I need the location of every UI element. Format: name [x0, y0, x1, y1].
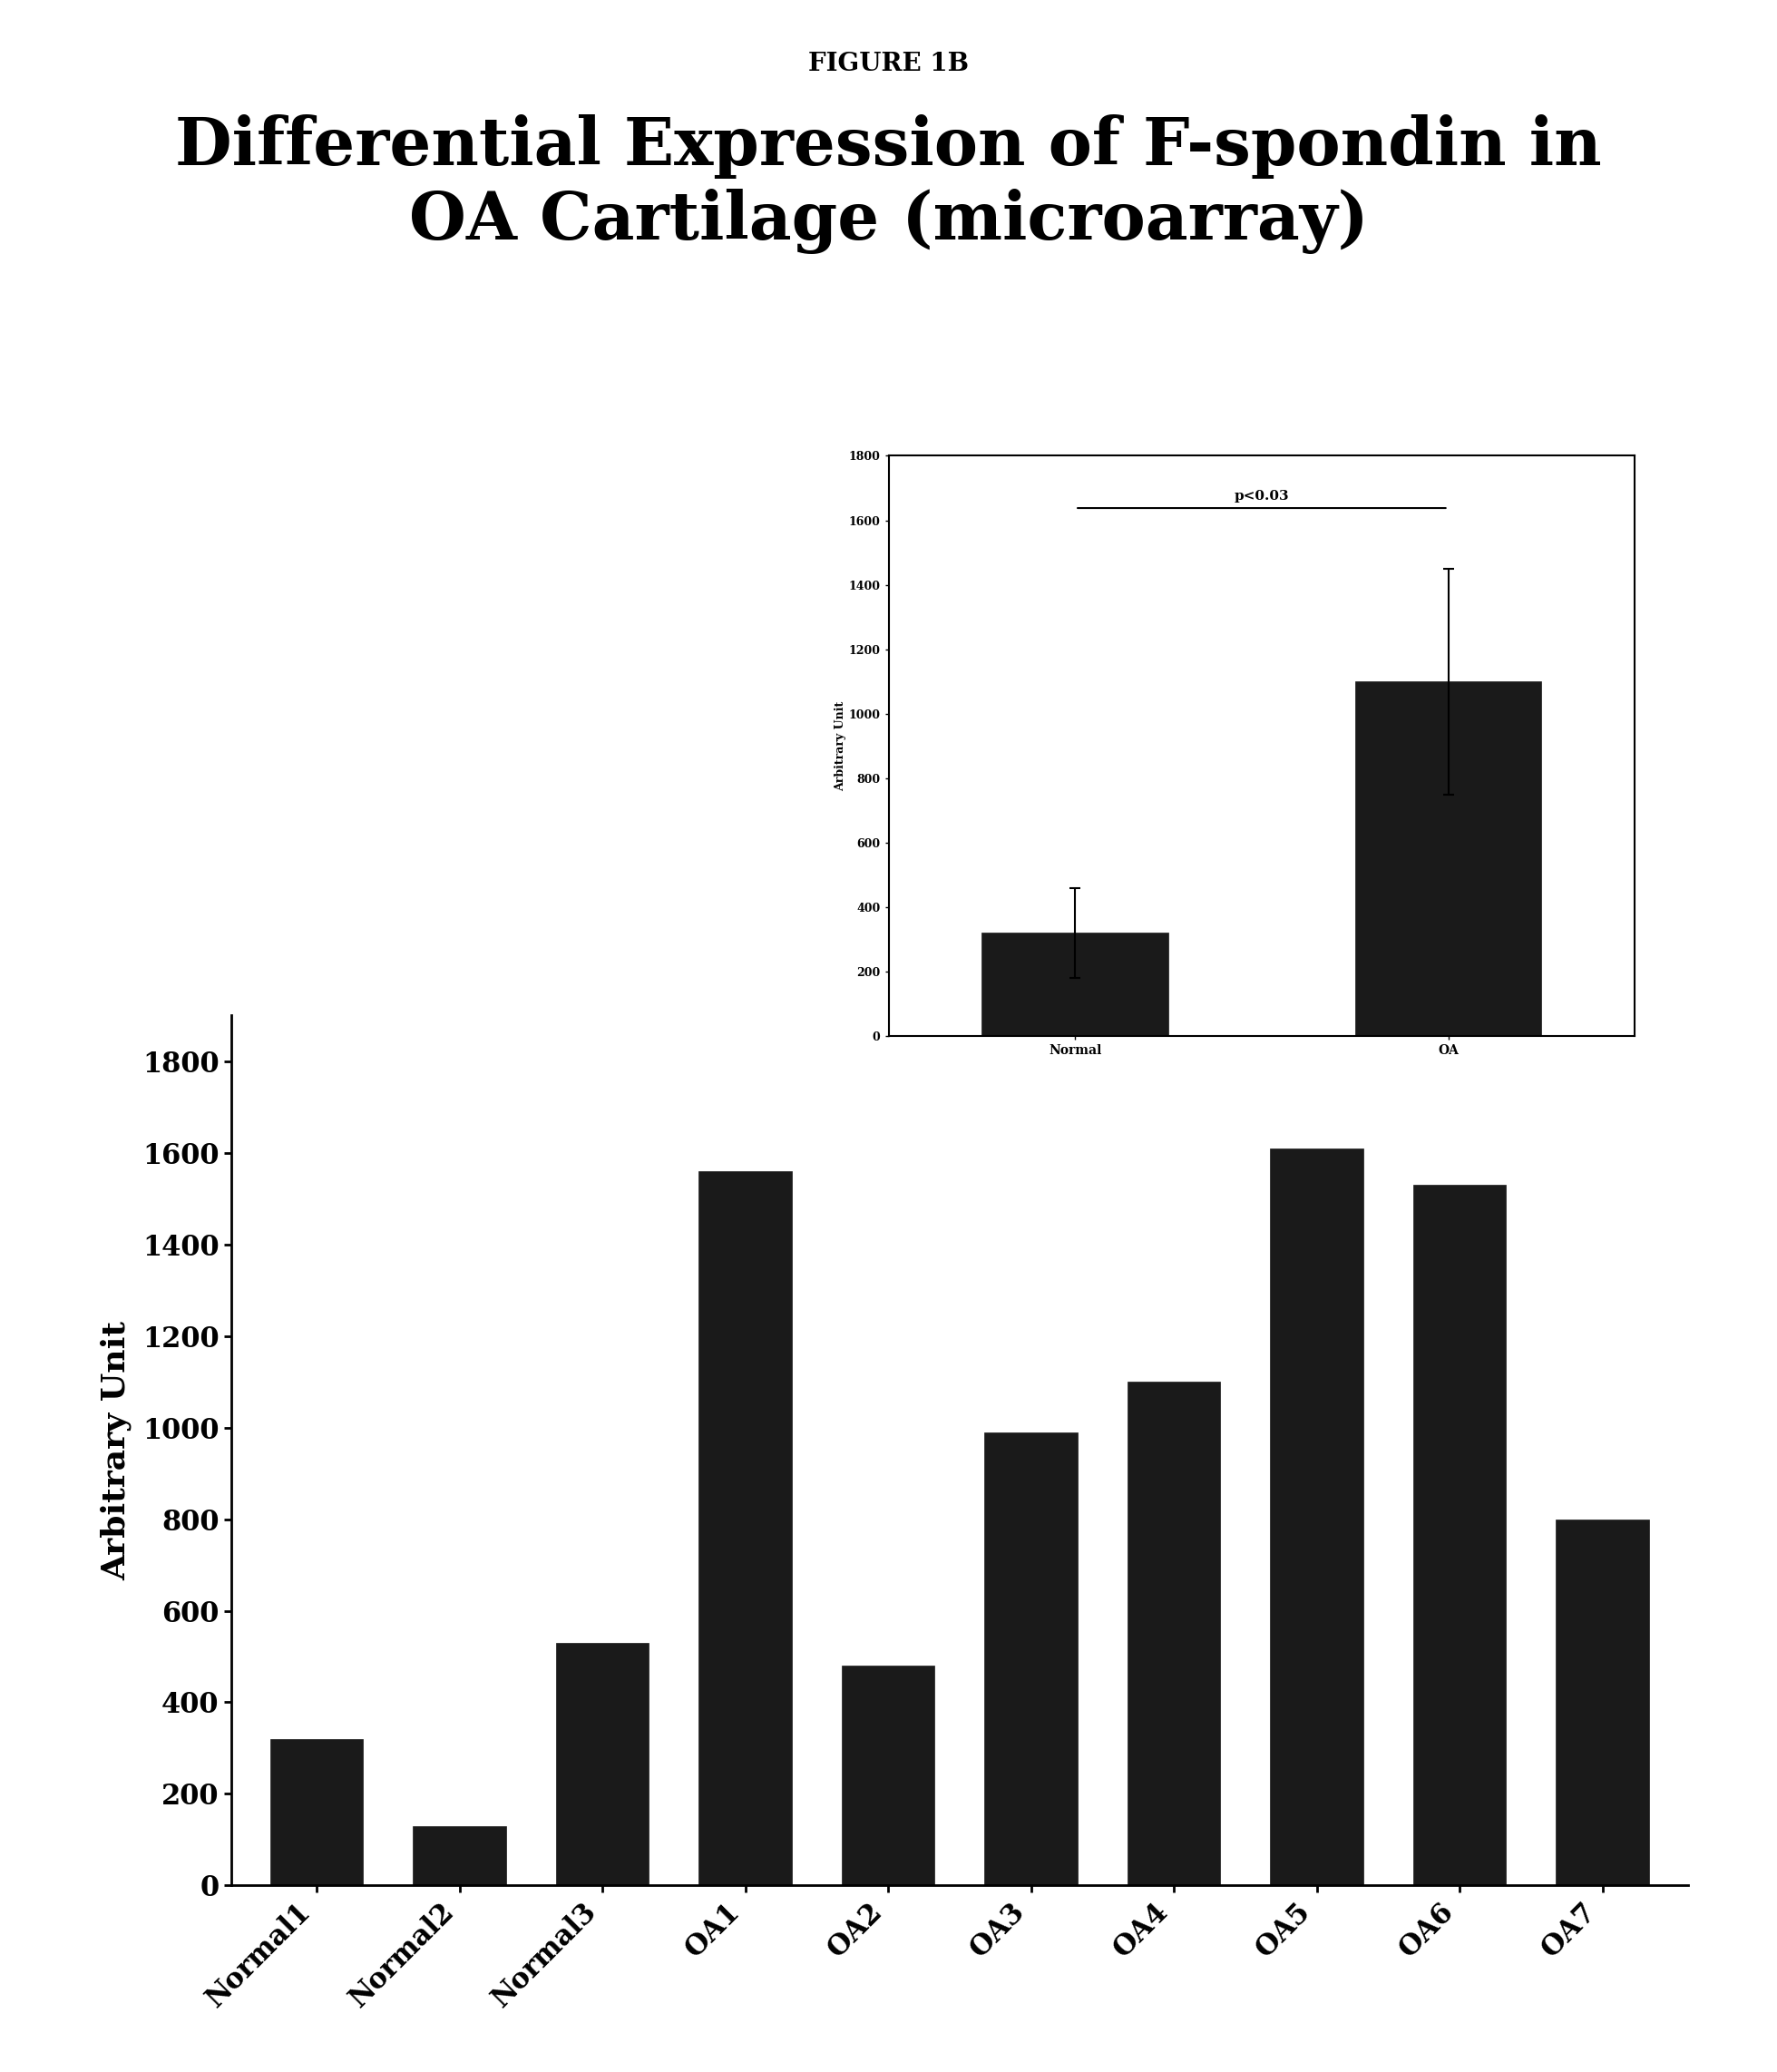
Text: FIGURE 1B: FIGURE 1B [809, 52, 968, 77]
Text: Differential Expression of F-spondin in
OA Cartilage (microarray): Differential Expression of F-spondin in … [176, 114, 1601, 255]
Bar [1557, 1519, 1649, 1886]
Bar [556, 1643, 649, 1886]
Bar [842, 1666, 935, 1886]
Bar [412, 1825, 506, 1886]
Bar [270, 1738, 363, 1886]
Bar [1354, 682, 1541, 1036]
Bar [1413, 1185, 1507, 1886]
Bar [1271, 1148, 1363, 1886]
Bar [698, 1171, 793, 1886]
Y-axis label: Arbitrary Unit: Arbitrary Unit [833, 700, 846, 792]
Text: p<0.03: p<0.03 [1235, 491, 1288, 503]
Y-axis label: Arbitrary Unit: Arbitrary Unit [101, 1320, 131, 1581]
Bar [1127, 1382, 1221, 1886]
Bar [984, 1432, 1077, 1886]
Bar [981, 932, 1169, 1036]
